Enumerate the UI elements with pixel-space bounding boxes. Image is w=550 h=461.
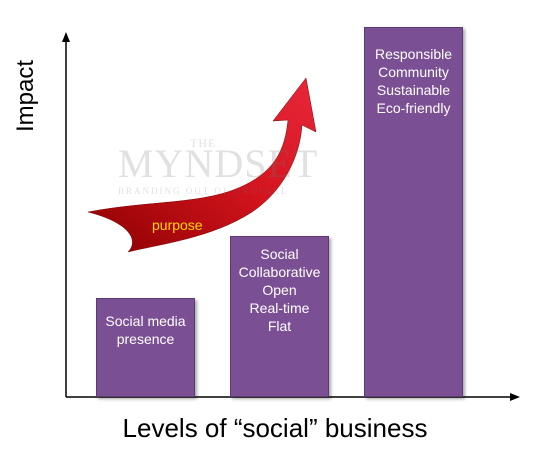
watermark-small: THE <box>190 136 217 150</box>
x-axis-arrowhead <box>510 393 520 401</box>
bar-text-line: Sustainable <box>376 82 451 98</box>
bar-text-line: presence <box>116 331 175 347</box>
bar-text-line: Collaborative <box>238 264 321 280</box>
bar-level-2-text: Social Collaborative Open Real-time Flat <box>231 245 328 335</box>
bar-level-1-text: Social media presence <box>97 312 194 348</box>
bar-text-line: Community <box>378 64 449 80</box>
bar-level-2: Social Collaborative Open Real-time Flat <box>230 236 329 397</box>
bar-text-line: Flat <box>267 318 292 334</box>
watermark-logo: MYNDSET <box>118 141 319 186</box>
y-axis-arrowhead <box>62 32 70 42</box>
bar-text-line: Real-time <box>249 300 310 316</box>
watermark-tagline: BRANDING OUT OF ORDINAL <box>118 186 289 196</box>
purpose-label: purpose <box>152 217 203 233</box>
bar-text-line: Social <box>260 246 299 262</box>
bar-level-3: Responsible Community Sustainable Eco-fr… <box>364 27 463 397</box>
bar-text-line: Responsible <box>374 46 453 62</box>
x-axis-label: Levels of “social” business <box>122 413 428 443</box>
purpose-arrow <box>87 77 317 253</box>
bar-text-line: Open <box>262 282 297 298</box>
bar-level-1: Social media presence <box>96 298 195 397</box>
bar-text-line: Social media <box>105 313 186 329</box>
y-axis-label: Impact <box>12 59 39 132</box>
bar-level-3-text: Responsible Community Sustainable Eco-fr… <box>365 45 462 117</box>
bar-text-line: Eco-friendly <box>376 100 451 116</box>
